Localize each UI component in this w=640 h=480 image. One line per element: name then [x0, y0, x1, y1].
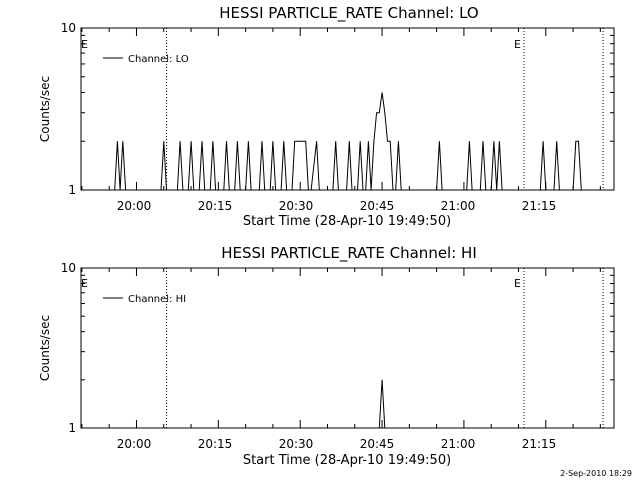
chart-title: HESSI PARTICLE_RATE Channel: HI: [221, 244, 477, 263]
panel-hi: HESSI PARTICLE_RATE Channel: HI Counts/s…: [38, 244, 615, 468]
x-axis-label: Start Time (28-Apr-10 19:49:50): [243, 214, 451, 229]
data-marks: [81, 27, 614, 191]
x-tick-label: 20:30: [279, 199, 314, 213]
date-stamp: 2-Sep-2010 18:29: [560, 469, 632, 478]
legend-label: Channel: HI: [128, 294, 186, 305]
x-tick-label: 20:00: [117, 437, 152, 451]
plot-frame: [80, 27, 615, 191]
y-axis-label: Counts/sec: [38, 315, 52, 381]
x-tick-label: 21:00: [441, 437, 476, 451]
chart-title: HESSI PARTICLE_RATE Channel: LO: [219, 4, 478, 23]
panel-lo: HESSI PARTICLE_RATE Channel: LO Counts/s…: [38, 4, 615, 229]
y-tick-label: 10: [61, 21, 76, 35]
data-marks: [81, 267, 614, 429]
series-line: [114, 92, 582, 191]
vline-label: E: [514, 38, 521, 51]
x-tick-label: 20:30: [279, 437, 314, 451]
y-axis-label: Counts/sec: [38, 76, 52, 142]
y-tick-label: 1: [68, 421, 76, 435]
y-tick-label: 10: [61, 261, 76, 275]
x-tick-label: 21:15: [522, 199, 557, 213]
y-tick-label: 1: [68, 183, 76, 197]
x-axis-label: Start Time (28-Apr-10 19:49:50): [243, 453, 451, 468]
x-tick-label: 20:15: [198, 437, 233, 451]
x-tick-label: 20:15: [198, 199, 233, 213]
legend-label: Channel: LO: [128, 54, 189, 65]
vline-label: E: [514, 277, 521, 290]
x-tick-label: 20:45: [360, 437, 395, 451]
x-tick-label: 20:00: [117, 199, 152, 213]
x-tick-label: 21:15: [522, 437, 557, 451]
series-line: [378, 379, 386, 429]
edge-event-label: E: [81, 38, 88, 51]
x-tick-label: 20:45: [360, 199, 395, 213]
x-tick-label: 21:00: [441, 199, 476, 213]
plot-frame: [80, 267, 615, 429]
